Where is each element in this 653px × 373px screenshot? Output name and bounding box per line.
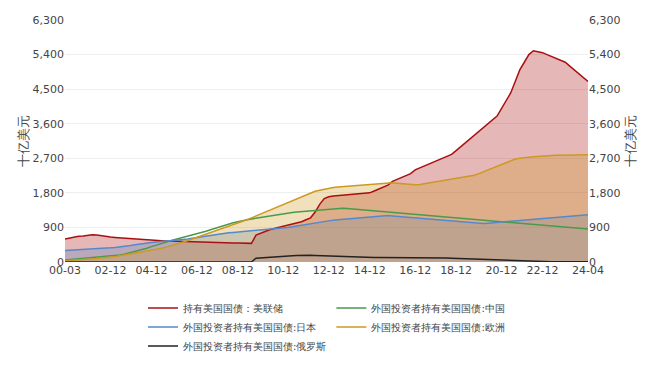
svg-text:1,800: 1,800 [589, 187, 621, 200]
svg-text:外国投资者持有美国国债:俄罗斯: 外国投资者持有美国国债:俄罗斯 [183, 341, 326, 352]
svg-text:6,300: 6,300 [589, 14, 621, 27]
svg-text:06-12: 06-12 [181, 264, 213, 277]
svg-text:1,800: 1,800 [33, 187, 65, 200]
svg-text:持有美国国债：美联储: 持有美国国债：美联储 [183, 303, 283, 314]
svg-text:900: 900 [43, 221, 64, 234]
svg-text:20-12: 20-12 [486, 264, 518, 277]
svg-text:08-12: 08-12 [222, 264, 254, 277]
svg-text:外国投资者持有美国国债:日本: 外国投资者持有美国国债:日本 [183, 322, 316, 333]
svg-text:十亿美元: 十亿美元 [623, 115, 638, 167]
svg-text:04-12: 04-12 [135, 264, 167, 277]
svg-text:18-12: 18-12 [440, 264, 472, 277]
svg-text:10-12: 10-12 [267, 264, 299, 277]
svg-text:2,700: 2,700 [33, 152, 65, 165]
svg-text:4,500: 4,500 [33, 83, 65, 96]
svg-text:12-12: 12-12 [313, 264, 345, 277]
svg-text:02-12: 02-12 [94, 264, 126, 277]
svg-text:16-12: 16-12 [399, 264, 431, 277]
svg-text:3,600: 3,600 [33, 118, 65, 131]
svg-text:3,600: 3,600 [589, 118, 621, 131]
svg-text:5,400: 5,400 [33, 48, 65, 61]
svg-text:900: 900 [589, 221, 610, 234]
svg-text:6,300: 6,300 [33, 14, 65, 27]
svg-text:外国投资者持有美国国债:中国: 外国投资者持有美国国债:中国 [371, 303, 504, 314]
svg-text:4,500: 4,500 [589, 83, 621, 96]
svg-text:外国投资者持有美国国债:欧洲: 外国投资者持有美国国债:欧洲 [371, 322, 504, 333]
svg-text:5,400: 5,400 [589, 48, 621, 61]
svg-text:24-04: 24-04 [572, 264, 604, 277]
svg-text:14-12: 14-12 [354, 264, 386, 277]
svg-text:22-12: 22-12 [527, 264, 559, 277]
svg-text:2,700: 2,700 [589, 152, 621, 165]
svg-text:0: 0 [589, 256, 596, 269]
svg-text:00-03: 00-03 [49, 264, 81, 277]
svg-text:十亿美元: 十亿美元 [16, 115, 31, 167]
svg-text:0: 0 [57, 256, 64, 269]
